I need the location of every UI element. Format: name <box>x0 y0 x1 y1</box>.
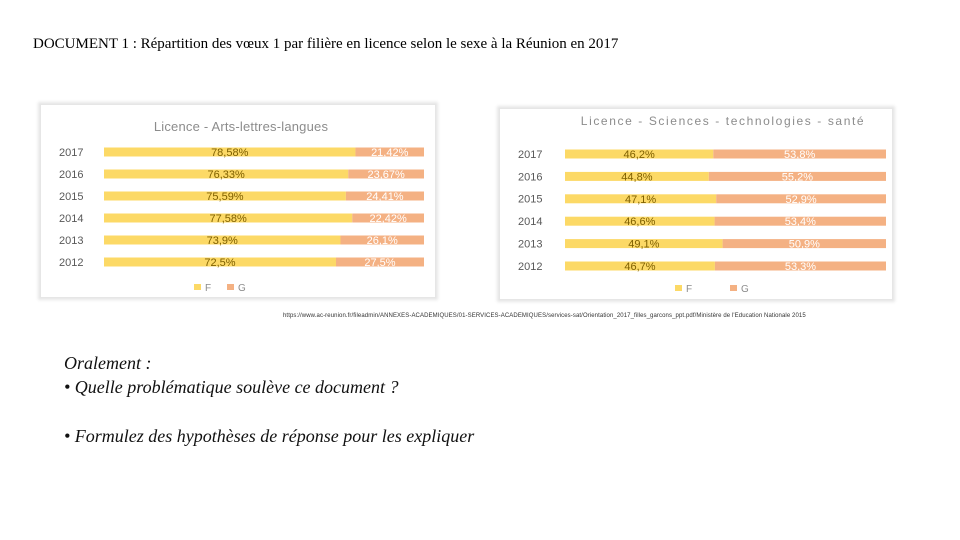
right-chart-bar-g <box>722 239 886 249</box>
left-chart-bar-f <box>104 235 341 245</box>
left-chart-data-label: 75,59% <box>206 191 244 203</box>
left-chart-bar-g <box>345 191 424 201</box>
right-chart-data-label: 50,9% <box>789 239 820 251</box>
left-chart-legend-label: G <box>238 283 246 294</box>
right-chart-data-label: 49,1% <box>628 239 659 251</box>
oral-heading: Oralement : <box>64 353 152 373</box>
left-chart-category-label: 2015 <box>59 191 83 203</box>
chart-arts-lettres-langues-svg: Licence - Arts-lettres-langues 2017 78,58%… <box>59 119 424 294</box>
right-chart-bar-g <box>714 216 886 226</box>
left-chart-category-label: 2012 <box>59 257 83 269</box>
right-chart-data-label: 55,2% <box>782 171 813 183</box>
left-chart-bar-g <box>336 257 424 267</box>
oral-question-2: • Formulez des hypothèses de réponse pou… <box>64 426 475 446</box>
right-chart-bar-f <box>565 216 715 226</box>
right-chart-bar-g <box>714 261 886 271</box>
left-chart-category-label: 2016 <box>59 169 83 181</box>
chart-sciences-technologies-sante-svg: Licence - Sciences - technologies - sant… <box>518 114 886 295</box>
right-chart-data-label: 46,7% <box>624 261 655 273</box>
right-chart-legend-swatch <box>730 285 737 291</box>
right-chart-data-label: 53,3% <box>785 261 816 273</box>
right-chart-category-label: 2013 <box>518 238 542 250</box>
right-chart-legend-swatch <box>675 285 682 291</box>
left-chart-bar-f <box>104 147 356 157</box>
right-chart-bar-g <box>716 194 886 204</box>
left-chart-category-label: 2014 <box>59 213 83 225</box>
source-citation: https://www.ac-reunion.fr/fileadmin/ANNE… <box>283 313 806 319</box>
left-chart-category-label: 2013 <box>59 235 83 247</box>
right-chart-bar-g <box>713 149 886 159</box>
left-chart-data-label: 21,42% <box>371 147 409 159</box>
right-chart-category-label: 2016 <box>518 171 542 183</box>
right-chart-legend-label: G <box>741 284 749 295</box>
right-chart-data-label: 46,2% <box>624 149 655 161</box>
document-title: DOCUMENT 1 : Répartition des vœux 1 par … <box>33 36 619 52</box>
right-chart-data-label: 52,9% <box>785 194 816 206</box>
left-chart-title: Licence - Arts-lettres-langues <box>154 119 329 134</box>
left-chart-bar-g <box>348 169 424 179</box>
left-chart-legend-swatch <box>194 284 201 290</box>
right-chart-legend-label: F <box>686 284 692 295</box>
left-chart-data-label: 26,1% <box>367 235 398 247</box>
right-chart-title: Licence - Sciences - technologies - sant… <box>581 114 865 128</box>
left-chart-bar-f <box>104 191 346 201</box>
right-chart-bar-f <box>565 171 709 181</box>
left-chart-data-label: 73,9% <box>207 235 238 247</box>
left-chart-bar-f <box>104 213 353 223</box>
right-chart-category-label: 2017 <box>518 149 542 161</box>
right-chart-data-label: 44,8% <box>621 171 652 183</box>
left-chart-data-label: 23,67% <box>367 169 405 181</box>
right-chart-bar-f <box>565 194 717 204</box>
left-chart-bar-f <box>104 257 336 267</box>
oral-question-1: • Quelle problématique soulève ce docume… <box>64 377 399 397</box>
chart-arts-lettres-langues: Licence - Arts-lettres-langues 2017 78,58%… <box>40 104 436 298</box>
left-chart-bar-g <box>352 213 424 223</box>
oral-instructions: Oralement : • Quelle problématique soulè… <box>64 351 474 448</box>
right-chart-data-label: 53,8% <box>784 149 815 161</box>
left-chart-legend-swatch <box>227 284 234 290</box>
left-chart-data-label: 77,58% <box>209 213 247 225</box>
left-chart-data-label: 27,5% <box>364 257 395 269</box>
left-chart-legend-label: F <box>205 283 211 294</box>
left-chart-bar-f <box>104 169 349 179</box>
left-chart-data-label: 78,58% <box>211 147 249 159</box>
right-chart-category-label: 2015 <box>518 194 542 206</box>
right-chart-bar-f <box>565 239 723 249</box>
right-chart-category-label: 2014 <box>518 216 542 228</box>
left-chart-bar-g <box>355 147 424 157</box>
right-chart-category-label: 2012 <box>518 261 542 273</box>
left-chart-bar-g <box>340 235 424 245</box>
right-chart-data-label: 47,1% <box>625 194 656 206</box>
right-chart-bar-f <box>565 261 715 271</box>
chart-sciences-technologies-sante: Licence - Sciences - technologies - sant… <box>499 108 893 300</box>
left-chart-data-label: 22,42% <box>369 213 407 225</box>
left-chart-data-label: 76,33% <box>207 169 245 181</box>
right-chart-bar-g <box>708 171 886 181</box>
left-chart-data-label: 72,5% <box>204 257 235 269</box>
left-chart-data-label: 24,41% <box>366 191 404 203</box>
right-chart-bar-f <box>565 149 714 159</box>
right-chart-data-label: 46,6% <box>624 216 655 228</box>
right-chart-data-label: 53,4% <box>785 216 816 228</box>
left-chart-category-label: 2017 <box>59 147 83 159</box>
